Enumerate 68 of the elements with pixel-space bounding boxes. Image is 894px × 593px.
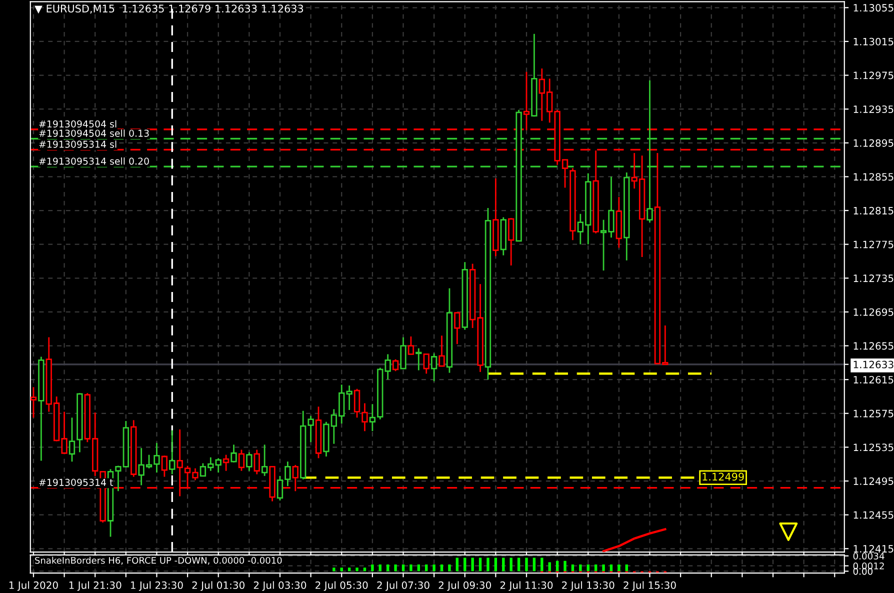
y-tick-label: 1.12695 — [854, 308, 894, 316]
ref-line-label: #1913094504 sl — [39, 120, 116, 128]
y-tick-label: 1.12633 — [854, 360, 894, 368]
bar — [579, 564, 582, 572]
y-tick-label: 1.12775 — [854, 240, 894, 248]
y-tick-label: 1.12535 — [854, 444, 894, 452]
bar — [340, 568, 343, 572]
y-tick-label: 1.12495 — [854, 477, 894, 485]
bar — [548, 562, 551, 572]
bar — [618, 564, 620, 572]
x-tick-label: 1 Jul 21:30 — [69, 581, 122, 591]
line-series — [602, 528, 666, 552]
y-tick-label: 1.12655 — [854, 342, 894, 350]
bar — [525, 558, 528, 572]
bar — [356, 568, 358, 572]
bar — [464, 558, 466, 572]
x-tick-label: 2 Jul 07:30 — [377, 581, 430, 591]
y-tick-label: 1.12895 — [854, 139, 894, 147]
bar — [471, 558, 474, 572]
y-tick-label: 1.12455 — [854, 511, 894, 519]
bar — [532, 558, 536, 572]
y-tick-label: 1.12415 — [854, 545, 894, 553]
ref-line-label: #1913095314 t — [39, 478, 114, 486]
chart-title: ▼ EURUSD,M15 1.12635 1.12679 1.12633 1.12633 — [34, 4, 304, 14]
ref-line-label: #1913095314 sl — [39, 140, 116, 148]
bar — [502, 558, 505, 572]
bar — [540, 558, 544, 572]
y-tick-label: 1.12815 — [854, 206, 894, 214]
bar — [448, 564, 451, 572]
bar — [510, 558, 512, 572]
bar — [332, 568, 336, 572]
bar — [363, 568, 366, 572]
bar — [486, 558, 490, 572]
bar — [564, 560, 566, 572]
x-tick-label: 2 Jul 15:30 — [624, 581, 676, 591]
y-tick-label: 1.12735 — [854, 274, 894, 282]
bar — [478, 558, 482, 572]
y-tick-label: 1.13055 — [854, 4, 894, 12]
y-tick-label: 0.0012 — [853, 562, 884, 570]
x-tick-label: 2 Jul 09:30 — [438, 581, 492, 591]
x-tick-label: 2 Jul 13:30 — [562, 581, 614, 591]
y-tick-label: 1.12575 — [854, 410, 894, 418]
x-tick-label: 1 Jul 2020 — [9, 581, 58, 591]
ref-line-label: #1913095314 sell 0.20 — [39, 157, 149, 165]
y-tick-label: 1.12855 — [854, 173, 894, 181]
y-tick-label: 1.12935 — [854, 105, 894, 114]
bar — [348, 568, 351, 572]
bar — [456, 558, 459, 572]
x-tick-label: 2 Jul 01:30 — [192, 581, 244, 591]
y-tick-label: 0.0034 — [853, 552, 884, 560]
y-tick-label: 1.13015 — [854, 38, 894, 46]
bar — [410, 564, 412, 572]
chart-title: SnakeInBorders H6, FORCE UP -DOWN, 0.0000 -0.0010 — [35, 556, 282, 565]
y-tick-label: 0.00 — [853, 568, 873, 575]
bar — [517, 558, 520, 572]
bar — [432, 564, 436, 572]
annotation: 1.12499 — [702, 472, 744, 481]
y-tick-label: 1.12975 — [854, 72, 894, 80]
y-tick-label: 1.12615 — [854, 376, 894, 384]
x-tick-label: 2 Jul 05:30 — [316, 581, 368, 591]
bar — [602, 564, 605, 572]
ref-line-label: #1913094504 sell 0.13 — [39, 130, 149, 137]
x-tick-label: 1 Jul 23:30 — [131, 581, 183, 591]
x-tick-label: 2 Jul 11:30 — [500, 581, 553, 591]
bar — [394, 564, 397, 572]
bar — [371, 564, 374, 572]
x-tick-label: 2 Jul 03:30 — [254, 581, 306, 591]
bar — [494, 558, 498, 572]
